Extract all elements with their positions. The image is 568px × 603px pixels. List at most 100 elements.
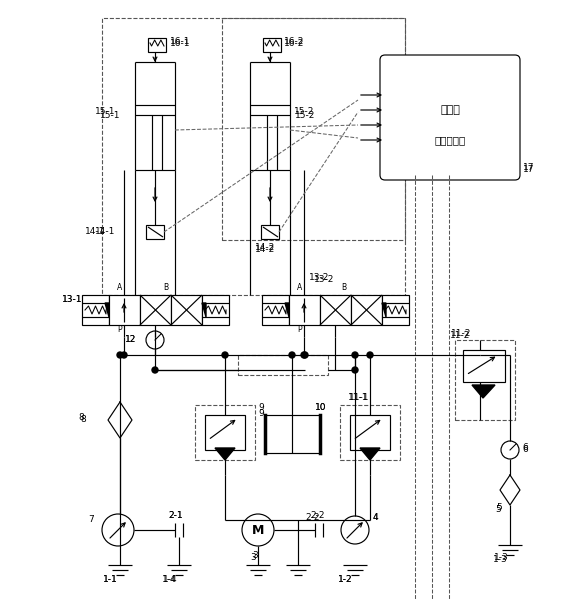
Circle shape [302, 352, 308, 358]
Bar [265, 415, 320, 453]
Text: 2-1: 2-1 [168, 511, 183, 520]
Bar [146, 225, 164, 239]
Bar [102, 18, 405, 295]
Bar [109, 295, 140, 325]
Text: A: A [117, 283, 122, 292]
Text: 4: 4 [373, 514, 379, 523]
Text: 1-4: 1-4 [163, 575, 178, 584]
Text: 复合控制器: 复合控制器 [435, 135, 466, 145]
Polygon shape [202, 303, 206, 317]
Bar [205, 415, 245, 450]
Text: 17: 17 [523, 163, 534, 172]
Text: 5: 5 [495, 505, 501, 514]
Text: 2-2: 2-2 [305, 514, 319, 523]
Circle shape [501, 441, 519, 459]
Bar [350, 415, 390, 450]
Circle shape [242, 514, 274, 546]
Text: 1-2: 1-2 [338, 575, 353, 584]
Text: 16-1: 16-1 [170, 37, 190, 45]
Text: A: A [297, 283, 302, 292]
Text: 5: 5 [496, 504, 502, 513]
Text: M: M [252, 523, 264, 537]
Bar [320, 295, 351, 325]
Bar [455, 340, 515, 420]
Circle shape [301, 352, 307, 358]
Text: 1-1: 1-1 [103, 575, 118, 584]
Text: 力位移: 力位移 [440, 105, 460, 115]
Text: 12: 12 [125, 335, 136, 344]
Polygon shape [382, 303, 386, 317]
Circle shape [222, 352, 228, 358]
Polygon shape [105, 303, 109, 317]
Text: 15-1: 15-1 [95, 107, 115, 116]
Text: 10: 10 [315, 403, 327, 412]
Polygon shape [285, 303, 289, 317]
Bar [289, 295, 320, 325]
Text: 3: 3 [252, 551, 258, 560]
Polygon shape [215, 448, 235, 460]
Text: B: B [163, 283, 168, 292]
Circle shape [477, 352, 483, 358]
Text: B: B [341, 283, 346, 292]
Text: 11-1: 11-1 [348, 394, 369, 402]
Circle shape [152, 367, 158, 373]
Text: 16-1: 16-1 [170, 39, 190, 48]
Bar [261, 225, 279, 239]
Bar [382, 295, 409, 325]
Bar [222, 18, 405, 240]
Text: 7: 7 [88, 516, 94, 525]
Text: 14-1: 14-1 [85, 227, 106, 236]
Circle shape [352, 367, 358, 373]
Text: 4: 4 [373, 514, 379, 523]
Text: 12: 12 [125, 335, 136, 344]
Text: 14-2: 14-2 [255, 244, 275, 253]
Bar [140, 295, 171, 325]
Text: 14-2: 14-2 [255, 245, 275, 254]
Text: 17: 17 [523, 165, 534, 174]
Text: 13-2: 13-2 [314, 276, 335, 285]
Text: 8: 8 [78, 414, 83, 423]
Circle shape [146, 331, 164, 349]
Text: 13-1: 13-1 [62, 295, 82, 305]
Text: P: P [117, 326, 122, 335]
Text: 6: 6 [522, 443, 528, 452]
Bar [463, 350, 505, 382]
Text: 14-1: 14-1 [95, 227, 115, 236]
Bar [263, 38, 281, 52]
Text: 16-2: 16-2 [284, 37, 304, 45]
Text: 2-1: 2-1 [168, 511, 183, 520]
Bar [238, 355, 328, 375]
Text: 10: 10 [315, 403, 327, 412]
Circle shape [102, 514, 134, 546]
Text: 3: 3 [250, 554, 256, 563]
Text: 11-2: 11-2 [450, 332, 470, 341]
Text: 9: 9 [258, 408, 264, 417]
Text: 6: 6 [522, 446, 528, 455]
Text: 15-2: 15-2 [294, 107, 314, 116]
Text: 1-3: 1-3 [494, 554, 509, 563]
Text: 13-1: 13-1 [62, 295, 82, 305]
Bar [340, 405, 400, 460]
Bar [202, 295, 229, 325]
Text: T: T [153, 326, 158, 335]
Bar [148, 38, 166, 52]
Text: 1-2: 1-2 [338, 575, 353, 584]
Text: 11-2: 11-2 [451, 329, 471, 338]
Bar [82, 295, 109, 325]
Text: 8: 8 [80, 415, 86, 425]
Text: P: P [297, 326, 302, 335]
Bar [195, 405, 255, 460]
Text: 1-4: 1-4 [162, 575, 177, 584]
Text: 2-2: 2-2 [310, 511, 324, 520]
Text: 15-1: 15-1 [100, 110, 120, 119]
Polygon shape [360, 448, 380, 460]
Text: T: T [333, 326, 337, 335]
Polygon shape [472, 385, 495, 398]
Bar [262, 295, 289, 325]
Circle shape [117, 352, 123, 358]
Text: 11-1: 11-1 [349, 394, 370, 402]
Text: 1-3: 1-3 [493, 555, 508, 564]
Circle shape [121, 352, 127, 358]
Text: 1-1: 1-1 [103, 575, 118, 584]
Text: 13-2: 13-2 [309, 273, 329, 282]
